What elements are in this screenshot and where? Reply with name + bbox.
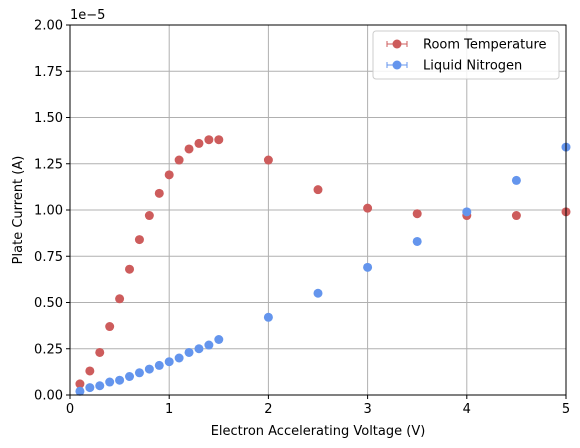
legend-label: Liquid Nitrogen	[423, 59, 522, 74]
y-tick-label: 1.75	[34, 65, 63, 80]
y-tick-label: 1.00	[34, 204, 63, 219]
y-tick-label: 0.00	[34, 389, 63, 404]
y-tick-label: 2.00	[34, 19, 63, 34]
grid-lines	[69, 24, 567, 396]
data-point	[184, 144, 194, 154]
data-point	[194, 344, 204, 354]
data-point	[412, 236, 422, 246]
legend-entry: Liquid Nitrogen	[386, 59, 522, 74]
data-point	[214, 135, 224, 145]
data-point	[154, 360, 164, 370]
y-tick-label: 1.25	[34, 157, 63, 172]
y-tick-label: 1.50	[34, 111, 63, 126]
data-point	[204, 135, 214, 145]
data-point	[313, 185, 323, 195]
legend: Room Temperature Liquid Nitrogen	[372, 30, 560, 80]
data-point	[174, 353, 184, 363]
data-point	[105, 322, 115, 332]
data-point	[144, 364, 154, 374]
data-point	[125, 264, 135, 274]
data-point	[134, 235, 144, 245]
legend-label: Room Temperature	[423, 38, 547, 53]
legend-marker	[392, 60, 402, 70]
data-point	[511, 211, 521, 221]
data-point	[214, 335, 224, 344]
data-point	[511, 175, 521, 185]
data-point	[204, 340, 214, 350]
data-point	[154, 188, 164, 198]
data-point	[115, 294, 125, 304]
data-point	[134, 368, 144, 378]
legend-entry: Room Temperature	[386, 38, 547, 53]
y-tick-label: 0.50	[34, 296, 63, 311]
y-tick-label: 0.75	[34, 250, 63, 265]
data-point	[115, 375, 125, 385]
data-point	[85, 383, 95, 393]
axis-ticks: 0 1 2 3 4 5 0.00 0.25 0.50 0.75 1.00 1.25 1.50 1.75 2.…	[34, 19, 570, 418]
data-point	[462, 207, 472, 217]
series-liquid-nitrogen	[75, 142, 571, 396]
data-point	[85, 366, 95, 376]
x-tick-label: 0	[66, 402, 74, 417]
series-room-temperature	[75, 135, 571, 389]
data-point	[363, 203, 373, 213]
data-point	[95, 381, 105, 391]
data-point	[263, 312, 273, 322]
data-point	[174, 155, 184, 165]
data-point	[194, 138, 204, 148]
data-point	[75, 386, 85, 396]
legend-marker	[392, 39, 402, 49]
data-point	[412, 209, 422, 219]
data-point	[184, 347, 194, 357]
x-tick-label: 2	[264, 402, 272, 417]
data-point	[363, 262, 373, 272]
data-point	[105, 377, 115, 387]
x-axis-label: Electron Accelerating Voltage (V)	[211, 424, 426, 439]
data-point	[164, 357, 174, 367]
data-points	[75, 135, 571, 396]
data-point	[313, 288, 323, 298]
data-point	[144, 211, 154, 221]
x-tick-label: 3	[363, 402, 371, 417]
data-point	[75, 379, 85, 389]
data-point	[164, 170, 174, 180]
data-point	[263, 155, 273, 165]
y-tick-label: 0.25	[34, 342, 63, 357]
x-tick-label: 1	[165, 402, 173, 417]
data-point	[95, 347, 105, 357]
y-axis-label: Plate Current (A)	[11, 156, 26, 265]
data-point	[125, 372, 135, 381]
legend-box	[372, 30, 560, 80]
x-tick-label: 4	[463, 402, 471, 417]
x-tick-label: 5	[562, 402, 570, 417]
y-offset-label: 1e−5	[70, 8, 105, 23]
